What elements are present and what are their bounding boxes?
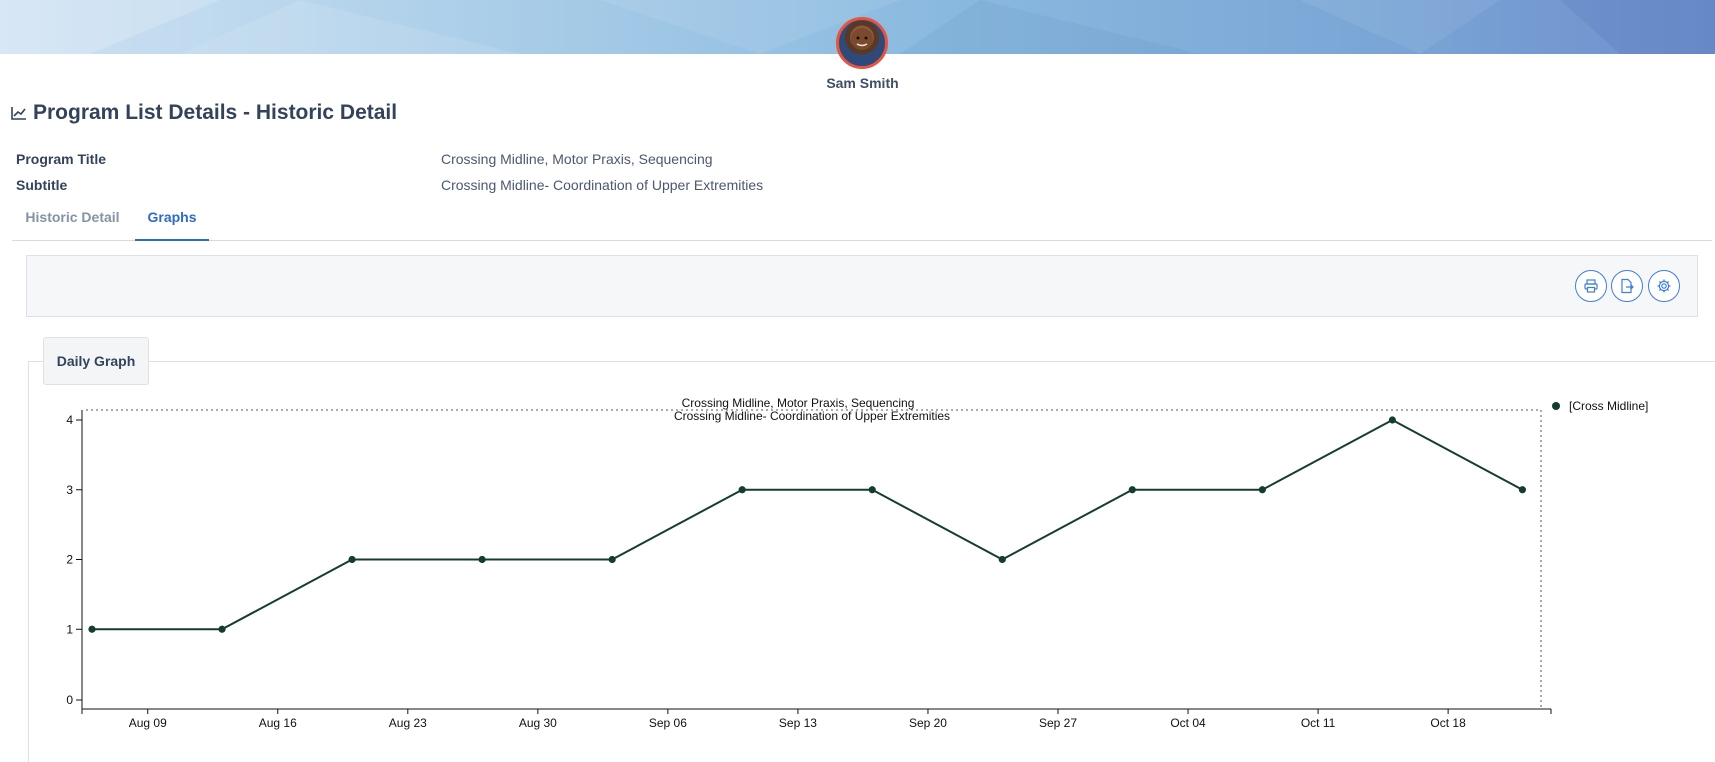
chart-axes: 0 1 2 3 4 Aug 09 Aug 16 Aug 23 Aug 30 Sep 06 Sep 1… <box>66 409 1552 730</box>
print-button[interactable] <box>1575 270 1607 302</box>
data-point <box>738 486 746 494</box>
data-point <box>348 555 356 564</box>
tab-historic-detail[interactable]: Historic Detail <box>25 209 120 225</box>
data-point <box>1128 486 1136 494</box>
x-tick-label: Aug 30 <box>519 716 557 730</box>
print-icon <box>1584 279 1598 293</box>
subtitle-label: Subtitle <box>16 177 68 193</box>
data-point <box>868 486 876 494</box>
x-tick-label: Sep 06 <box>649 716 687 730</box>
y-tick-label: 2 <box>66 553 73 567</box>
data-point <box>478 555 486 564</box>
x-tick-label: Aug 16 <box>259 716 297 730</box>
x-tick-label: Aug 23 <box>389 716 427 730</box>
tab-graphs[interactable]: Graphs <box>135 205 209 241</box>
y-tick-label: 0 <box>66 693 73 707</box>
user-avatar[interactable] <box>836 17 888 69</box>
x-tick-label: Oct 18 <box>1430 716 1466 730</box>
detail-tabs: Historic Detail Graphs <box>12 205 1712 241</box>
chart-legend[interactable]: [Cross Midline] <box>1552 399 1648 413</box>
subtitle-value: Crossing Midline- Coordination of Upper … <box>441 177 764 193</box>
y-tick-label: 4 <box>66 413 73 427</box>
y-tick-label: 1 <box>66 622 73 636</box>
x-tick-label: Sep 13 <box>779 716 817 730</box>
graph-toolbar <box>26 255 1698 317</box>
settings-gear-icon <box>1657 279 1671 293</box>
x-tick-label: Sep 20 <box>909 716 947 730</box>
data-point <box>1258 486 1266 494</box>
data-point <box>608 555 616 564</box>
data-point <box>218 625 226 633</box>
x-tick-label: Aug 09 <box>129 716 167 730</box>
x-tick-label: Sep 27 <box>1039 716 1077 730</box>
program-title-value: Crossing Midline, Motor Praxis, Sequenci… <box>441 151 713 167</box>
data-point <box>1518 486 1527 494</box>
chart-marks <box>88 416 1527 633</box>
export-button[interactable] <box>1611 270 1643 302</box>
data-point <box>1388 416 1396 424</box>
user-name[interactable]: Sam Smith <box>826 75 899 91</box>
legend-label: [Cross Midline] <box>1569 399 1648 413</box>
series-line <box>92 418 1523 631</box>
data-point <box>998 555 1006 564</box>
graph-panel-tab[interactable]: Daily Graph <box>43 337 149 385</box>
x-tick-label: Oct 04 <box>1170 716 1206 730</box>
y-tick-label: 3 <box>66 483 73 497</box>
x-tick-label: Oct 11 <box>1301 716 1336 730</box>
chart-title: Crossing Midline, Motor Praxis, Sequenci… <box>682 396 915 410</box>
banner-pattern <box>0 0 1715 54</box>
settings-button[interactable] <box>1648 270 1680 302</box>
chart-subtitle: Crossing Midline- Coordination of Upper … <box>674 409 950 423</box>
page-title: Program List Details - Historic Detail <box>11 100 397 126</box>
data-point <box>88 625 96 633</box>
line-chart-icon <box>11 107 26 120</box>
graph-panel <box>28 361 1715 762</box>
legend-marker <box>1552 402 1560 410</box>
child-avatar-icon <box>845 28 879 66</box>
daily-line-chart: 0 1 2 3 4 Aug 09 Aug 16 Aug 23 Aug 30 Sep 06 Sep 1… <box>66 396 1648 730</box>
page-title-text: Program List Details - Historic Detail <box>33 101 398 124</box>
export-file-icon <box>1621 278 1634 294</box>
program-title-label: Program Title <box>16 151 106 167</box>
